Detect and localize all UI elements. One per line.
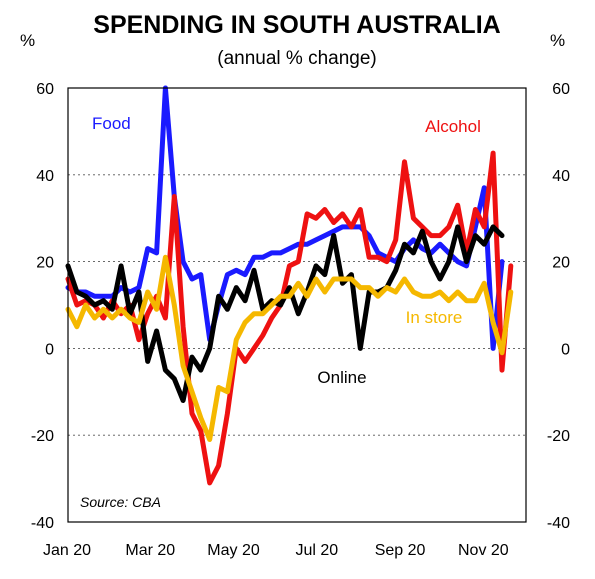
series-label-alcohol: Alcohol (425, 117, 481, 136)
y-tick-label-left: -20 (31, 428, 54, 445)
y-tick-label-right: 40 (552, 168, 570, 185)
y-tick-label-left: -40 (31, 515, 54, 532)
x-tick-label: Sep 20 (375, 542, 426, 559)
source-note: Source: CBA (80, 494, 161, 510)
y-tick-label-right: 0 (561, 341, 570, 358)
series-label-in-store: In store (406, 308, 463, 327)
plot-frame (67, 87, 527, 523)
x-tick-label: Jan 20 (43, 542, 91, 559)
y-tick-label-left: 60 (36, 81, 54, 98)
chart-title: SPENDING IN SOUTH AUSTRALIA (93, 11, 500, 39)
x-tick-label: Mar 20 (125, 542, 175, 559)
x-tick-label: Jul 20 (295, 542, 338, 559)
x-tick-label: May 20 (207, 542, 260, 559)
y-tick-label-left: 40 (36, 168, 54, 185)
chart-subtitle: (annual % change) (217, 48, 377, 69)
y-tick-label-left: 20 (36, 255, 54, 272)
y-tick-label-left: 0 (45, 341, 54, 358)
y-tick-label-right: -40 (547, 515, 570, 532)
series-label-food: Food (92, 114, 131, 133)
y-tick-label-right: 20 (552, 255, 570, 272)
axis-ticks: -40 -40 -20 -20 0 0 20 20 40 40 60 60 Jan 20 Mar 20 Ma… (31, 81, 570, 559)
series-label-online: Online (317, 368, 366, 387)
y-tick-label-right: 60 (552, 81, 570, 98)
series-line-in-store (65, 254, 514, 442)
x-tick-label: Nov 20 (458, 542, 509, 559)
right-axis-unit: % (550, 31, 565, 50)
left-axis-unit: % (20, 31, 35, 50)
y-tick-label-right: -20 (547, 428, 570, 445)
series-labels: Food Alcohol Online In store (92, 114, 481, 387)
series-layer (65, 85, 514, 486)
